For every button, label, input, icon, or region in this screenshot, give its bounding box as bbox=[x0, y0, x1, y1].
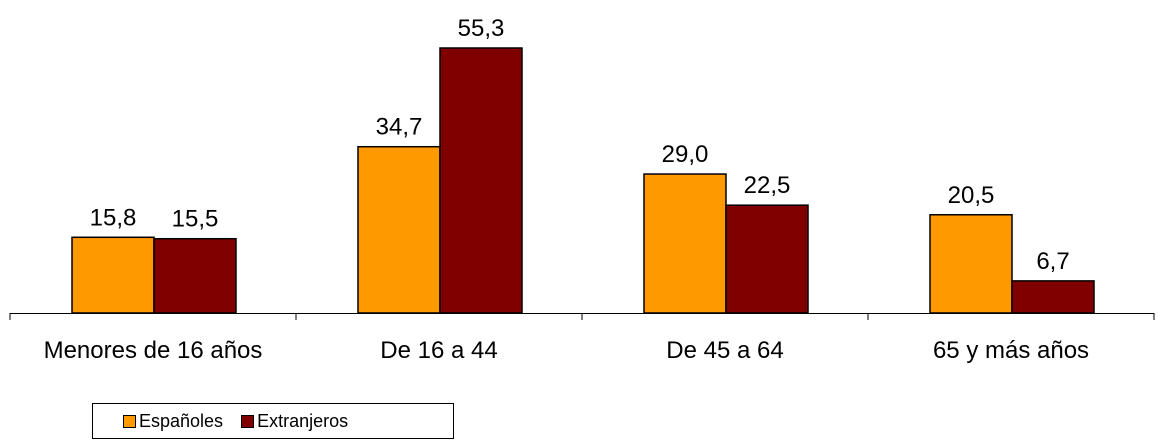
bar-espanoles-de-45-a-64 bbox=[643, 173, 727, 314]
bar-extranjeros-menores-de-16-anos bbox=[153, 237, 237, 314]
data-label-extranjeros-de-16-a-44: 55,3 bbox=[458, 15, 505, 42]
legend-entry-extranjeros: Extranjeros bbox=[241, 411, 348, 432]
bar-espanoles-menores-de-16-anos bbox=[71, 236, 155, 314]
data-label-espanoles-de-16-a-44: 34,7 bbox=[376, 114, 423, 141]
legend-entry-espanoles: Españoles bbox=[123, 411, 223, 432]
x-tick-label-de-45-a-64: De 45 a 64 bbox=[666, 337, 783, 364]
legend-label-extranjeros: Extranjeros bbox=[257, 410, 349, 431]
data-label-extranjeros-de-45-a-64: 22,5 bbox=[744, 172, 791, 199]
x-tick-label-65-y-mas-anos: 65 y más años bbox=[933, 337, 1089, 364]
bar-espanoles-de-16-a-44 bbox=[357, 145, 441, 314]
data-label-espanoles-de-45-a-64: 29,0 bbox=[662, 141, 709, 168]
data-label-espanoles-menores-de-16-anos: 15,8 bbox=[90, 204, 137, 231]
bar-extranjeros-de-45-a-64 bbox=[725, 204, 809, 314]
x-tick-label-de-16-a-44: De 16 a 44 bbox=[380, 337, 497, 364]
legend-swatch-extranjeros bbox=[241, 414, 255, 428]
data-label-extranjeros-65-y-mas-anos: 6,7 bbox=[1036, 248, 1069, 275]
legend: Españoles Extranjeros bbox=[92, 403, 454, 439]
legend-label-espanoles: Españoles bbox=[139, 410, 224, 431]
data-label-espanoles-65-y-mas-anos: 20,5 bbox=[948, 182, 995, 209]
bar-extranjeros-de-16-a-44 bbox=[439, 47, 523, 314]
bar-espanoles-65-y-mas-anos bbox=[929, 214, 1013, 314]
x-tick-label-menores-de-16-anos: Menores de 16 años bbox=[44, 337, 263, 364]
bar-chart: 15,8 15,5 34,7 55,3 29,0 22,5 20,5 6,7 Menores … bbox=[9, 15, 1155, 364]
data-label-extranjeros-menores-de-16-anos: 15,5 bbox=[172, 206, 219, 233]
legend-swatch-espanoles bbox=[123, 414, 136, 428]
bar-extranjeros-65-y-mas-anos bbox=[1011, 280, 1095, 314]
